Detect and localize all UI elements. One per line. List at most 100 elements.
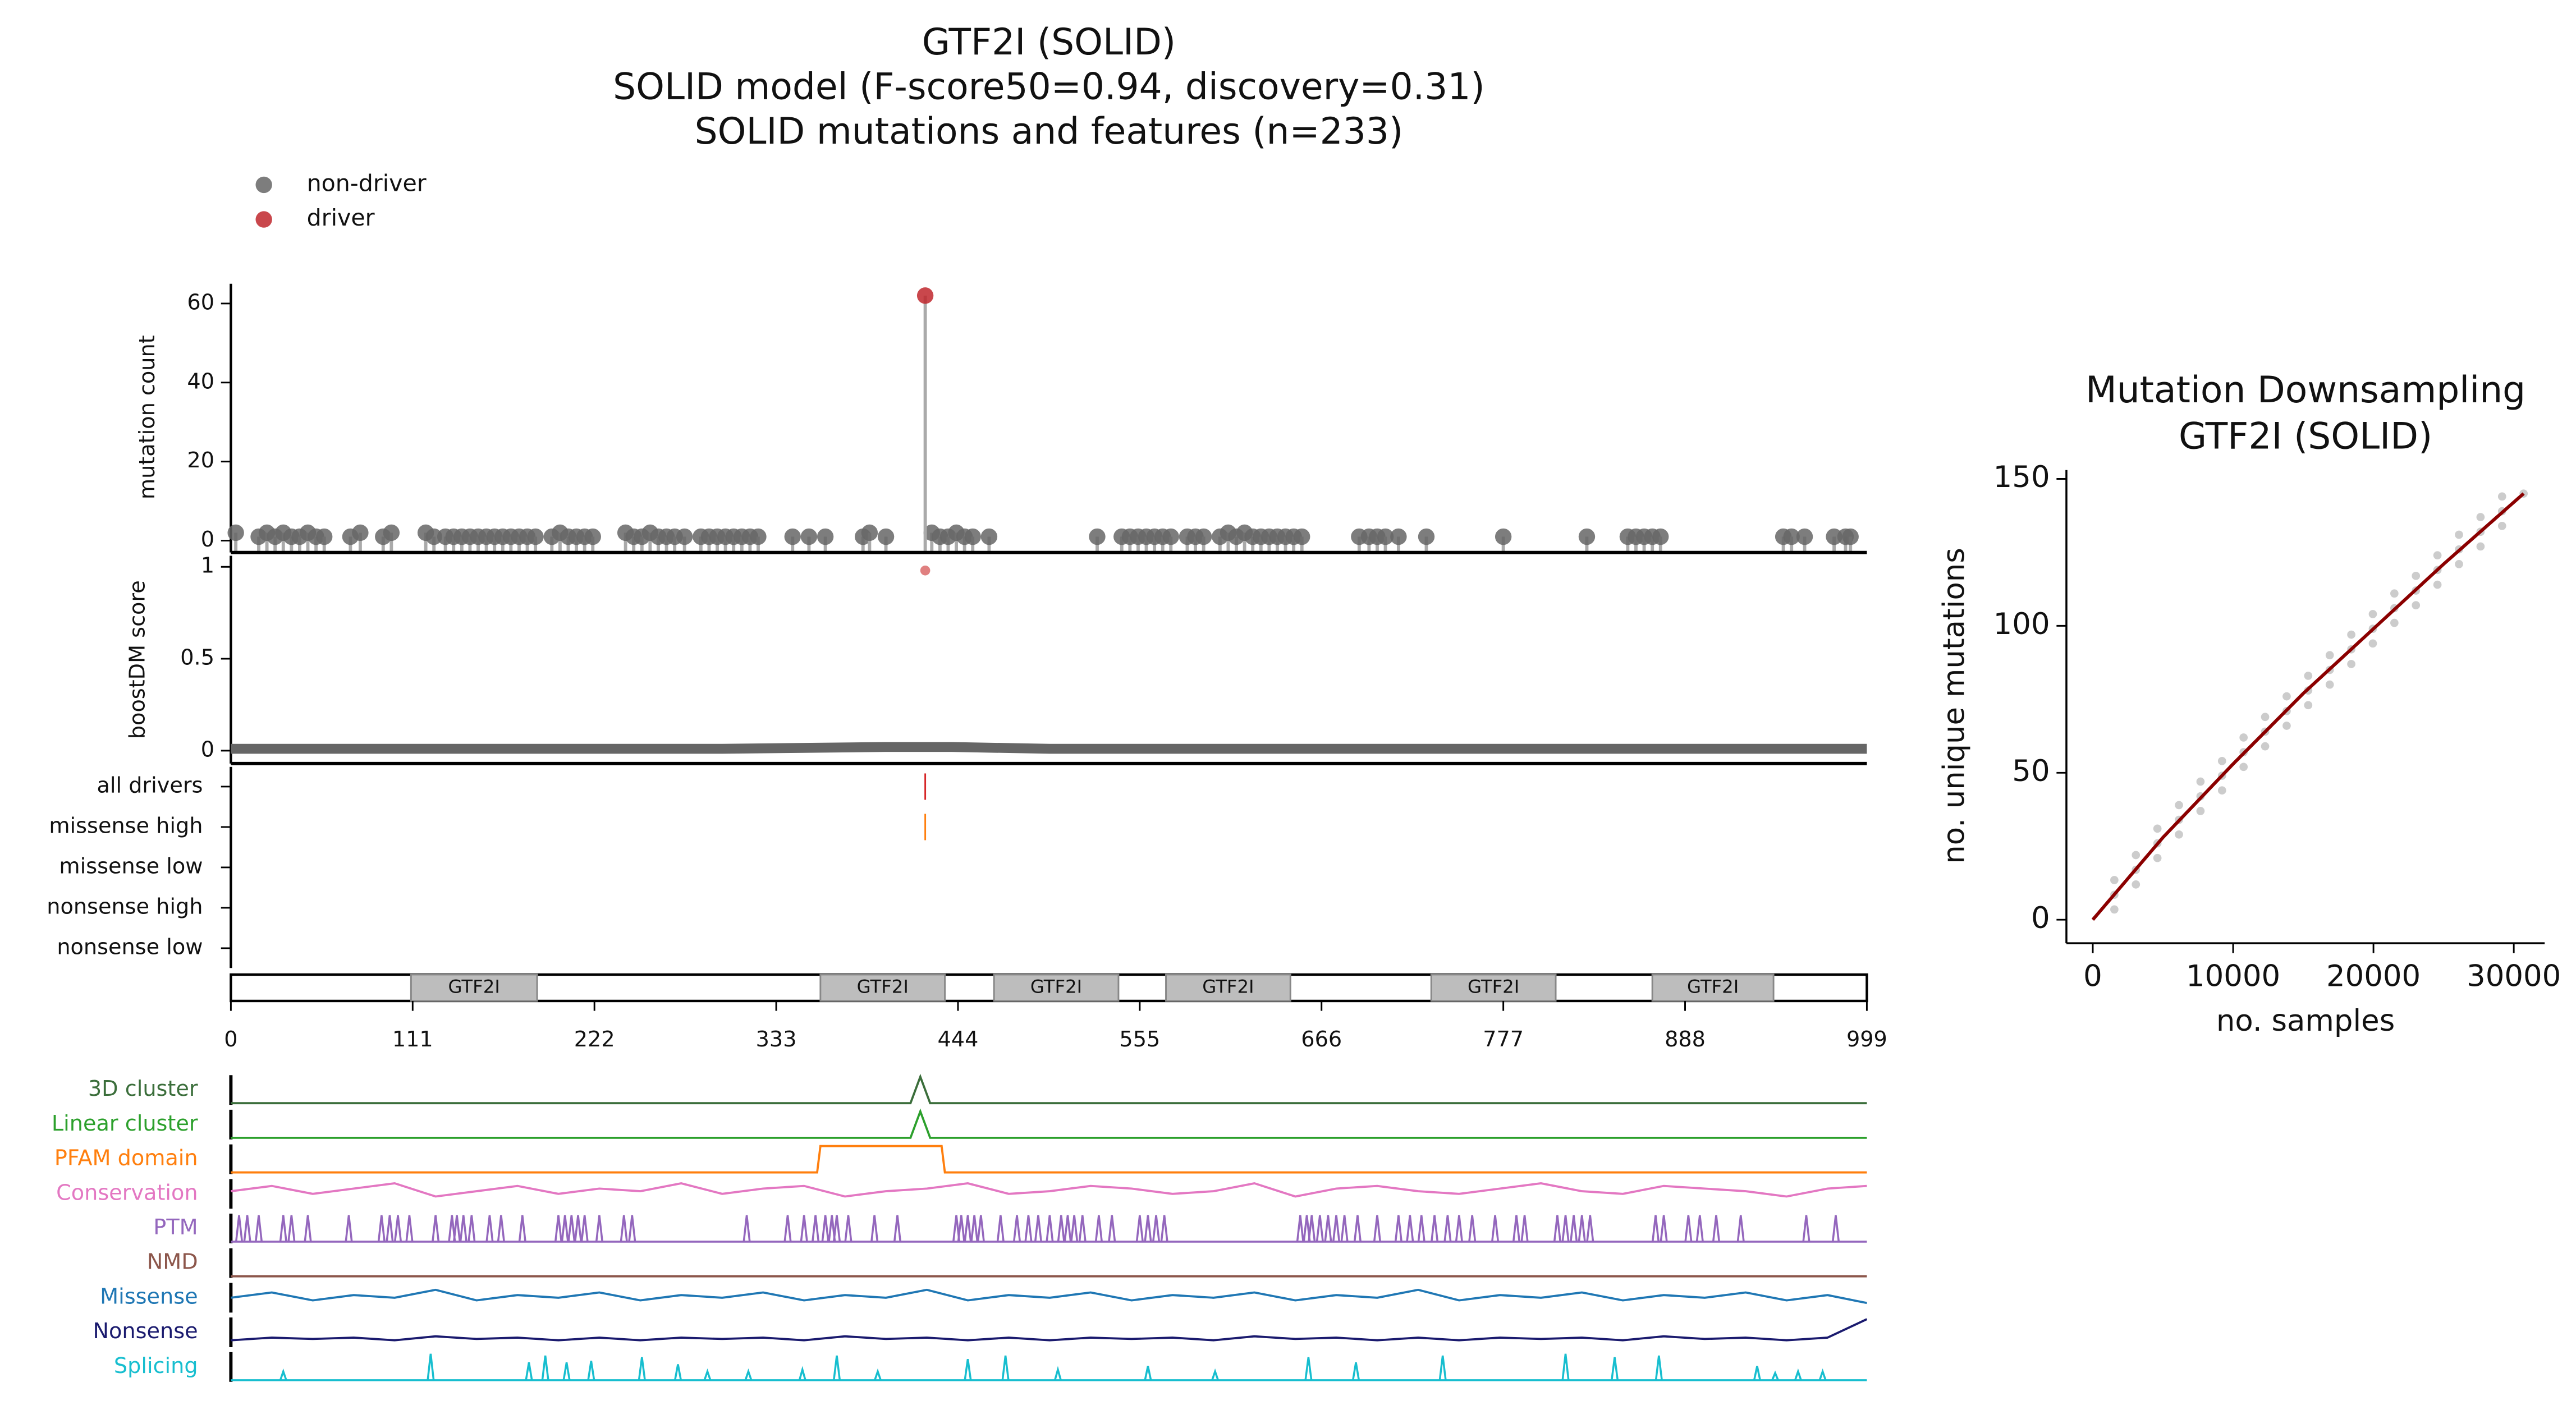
spike bbox=[1695, 1215, 1704, 1242]
track-line bbox=[231, 1108, 1867, 1139]
spike bbox=[1064, 1215, 1072, 1242]
spike bbox=[1586, 1215, 1594, 1242]
mutation-point bbox=[916, 287, 934, 304]
spike bbox=[957, 1215, 965, 1242]
y-axis-label: mutation count bbox=[135, 335, 160, 499]
y-tick-label: 100 bbox=[1993, 607, 2050, 641]
spike bbox=[386, 1215, 394, 1242]
sample-point bbox=[2110, 905, 2119, 914]
spike bbox=[1491, 1215, 1500, 1242]
spike bbox=[1611, 1357, 1619, 1381]
spike bbox=[1561, 1215, 1570, 1242]
spike bbox=[1332, 1215, 1341, 1242]
spike bbox=[628, 1215, 636, 1242]
y-tick-label: 0.5 bbox=[180, 646, 214, 670]
sample-point bbox=[2175, 830, 2183, 839]
spike bbox=[977, 1215, 985, 1242]
y-tick-label: 0 bbox=[201, 527, 214, 552]
mutation-point bbox=[352, 524, 369, 541]
fit-line bbox=[2091, 492, 2525, 921]
spike bbox=[1108, 1215, 1116, 1242]
sample-point bbox=[2304, 672, 2313, 680]
spike bbox=[1417, 1215, 1425, 1242]
track-label: Conservation bbox=[56, 1181, 198, 1205]
track-label: Linear cluster bbox=[52, 1112, 198, 1136]
sample-point bbox=[2325, 651, 2334, 660]
spike bbox=[567, 1215, 576, 1242]
spike bbox=[742, 1215, 751, 1242]
sample-point bbox=[2455, 530, 2463, 539]
mutation-point bbox=[861, 524, 878, 541]
domain-label: GTF2I bbox=[857, 976, 909, 997]
mutation-point bbox=[1495, 528, 1512, 545]
spike bbox=[893, 1215, 902, 1242]
x-tick-label: 888 bbox=[1665, 1027, 1706, 1052]
sample-point bbox=[2476, 542, 2485, 551]
sample-point bbox=[2368, 610, 2377, 618]
spike bbox=[1831, 1215, 1840, 1242]
y-axis-label: boostDM score bbox=[125, 580, 150, 739]
spike bbox=[1353, 1215, 1362, 1242]
x-tick-label: 0 bbox=[2083, 959, 2102, 993]
y-tick-label: nonsense low bbox=[57, 935, 203, 959]
spike bbox=[1455, 1215, 1463, 1242]
track-line bbox=[231, 1318, 1868, 1342]
sample-point bbox=[2239, 733, 2248, 742]
spike bbox=[279, 1215, 287, 1242]
spike bbox=[541, 1355, 549, 1381]
x-tick-label: 111 bbox=[392, 1027, 433, 1052]
mutation-point bbox=[527, 528, 544, 545]
spike bbox=[1468, 1215, 1477, 1242]
sample-point bbox=[2282, 722, 2291, 730]
track-label: Nonsense bbox=[93, 1319, 198, 1344]
spike bbox=[377, 1215, 386, 1242]
mutation-point bbox=[784, 528, 801, 545]
sample-point bbox=[2347, 660, 2355, 668]
spike bbox=[467, 1215, 476, 1242]
sample-point bbox=[2175, 801, 2183, 810]
y-tick-label: nonsense high bbox=[47, 894, 203, 919]
mutation-point bbox=[750, 528, 767, 545]
domain-box bbox=[1430, 973, 1557, 1002]
x-axis-label: no. samples bbox=[2216, 1004, 2395, 1038]
spike bbox=[703, 1368, 712, 1381]
mutation-point bbox=[1796, 528, 1813, 545]
spike bbox=[1684, 1215, 1693, 1242]
chart-title: Mutation Downsampling bbox=[2085, 369, 2525, 411]
mutation-point bbox=[1783, 528, 1800, 545]
spike bbox=[485, 1215, 494, 1242]
x-tick-label: 666 bbox=[1301, 1027, 1342, 1052]
chart-title: GTF2I (SOLID) bbox=[2179, 416, 2432, 458]
spike bbox=[1654, 1355, 1663, 1381]
spike bbox=[554, 1215, 563, 1242]
spike bbox=[964, 1215, 972, 1242]
y-tick-label: 1 bbox=[201, 554, 214, 578]
spike bbox=[964, 1358, 972, 1381]
sample-point bbox=[2497, 492, 2506, 501]
spike bbox=[304, 1215, 312, 1242]
sample-point bbox=[2390, 589, 2399, 598]
track-label: Missense bbox=[100, 1284, 198, 1309]
spike bbox=[254, 1215, 263, 1242]
spike bbox=[1443, 1215, 1452, 1242]
mutation-point bbox=[383, 524, 400, 541]
mutation-point bbox=[1195, 528, 1212, 545]
spike bbox=[870, 1215, 879, 1242]
sample-point bbox=[2217, 786, 2226, 795]
spike bbox=[996, 1215, 1005, 1242]
track-label: 3D cluster bbox=[88, 1077, 198, 1101]
mutation-point bbox=[1652, 528, 1669, 545]
spike bbox=[844, 1215, 852, 1242]
track-label: PTM bbox=[153, 1215, 198, 1240]
sample-point bbox=[2282, 692, 2291, 701]
score-point bbox=[920, 565, 931, 576]
spike bbox=[497, 1215, 505, 1242]
spike bbox=[800, 1215, 808, 1242]
mutation-point bbox=[800, 528, 818, 545]
domain-label: GTF2I bbox=[1468, 976, 1519, 997]
spike bbox=[1315, 1215, 1324, 1242]
spike bbox=[574, 1215, 583, 1242]
x-tick-label: 777 bbox=[1483, 1027, 1524, 1052]
